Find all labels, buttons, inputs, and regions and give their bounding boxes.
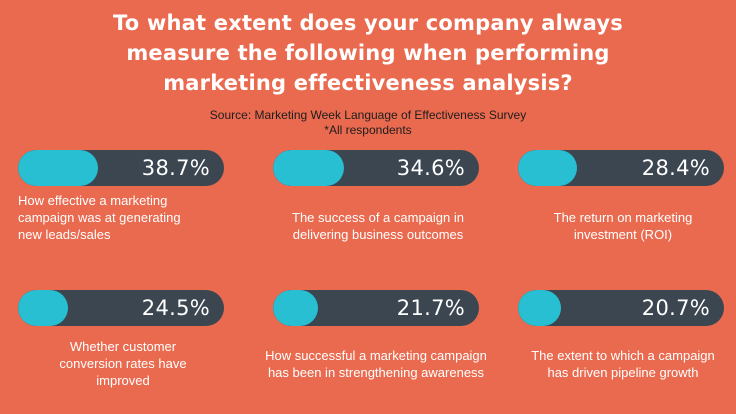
stat-bar-fill xyxy=(518,290,561,326)
stat-description: How successful a marketing campaign has … xyxy=(258,347,494,381)
stat-description: How effective a marketing campaign was a… xyxy=(18,192,228,243)
stat-bar-track: 34.6% xyxy=(273,150,479,186)
stat-value-label: 28.4% xyxy=(641,156,710,180)
source-block: Source: Marketing Week Language of Effec… xyxy=(0,108,736,138)
stat-description-line: The return on marketing xyxy=(553,210,693,225)
stat-description-line: Whether customer xyxy=(69,339,177,354)
stat-value-label: 38.7% xyxy=(141,156,210,180)
stat-bar-fill xyxy=(273,150,345,186)
stat-bar-fill xyxy=(518,150,577,186)
stat-description: The extent to which a campaign has drive… xyxy=(518,347,728,381)
stat-card-5: 20.7% The extent to which a campaign has… xyxy=(518,290,728,381)
respondents-note: *All respondents xyxy=(324,123,412,137)
stat-description-line: How effective a marketing xyxy=(18,193,168,208)
chart-title: To what extent does your company always … xyxy=(40,8,696,98)
title-line: To what extent does your company always xyxy=(113,11,623,35)
stat-description: Whether customer conversion rates have i… xyxy=(18,338,228,389)
stat-card-4: 21.7% How successful a marketing campaig… xyxy=(258,290,494,381)
source-text: Source: Marketing Week Language of Effec… xyxy=(209,108,527,122)
stat-bar-track: 28.4% xyxy=(518,150,724,186)
stat-value-label: 34.6% xyxy=(396,156,465,180)
stat-description-line: improved xyxy=(96,373,150,388)
stat-bar-track: 38.7% xyxy=(18,150,224,186)
stat-card-1: 34.6% The success of a campaign in deliv… xyxy=(273,150,483,243)
stat-description-line: How successful a marketing campaign xyxy=(265,348,487,363)
stat-description-line: The extent to which a campaign xyxy=(531,348,715,363)
stat-description-line: delivering business outcomes xyxy=(292,227,464,242)
title-line: marketing effectiveness analysis? xyxy=(163,71,573,95)
stat-value-label: 24.5% xyxy=(141,296,210,320)
stat-bar-fill xyxy=(18,290,69,326)
stat-value-label: 21.7% xyxy=(396,296,465,320)
stat-bar-fill xyxy=(273,290,318,326)
stat-bar-track: 21.7% xyxy=(273,290,479,326)
stat-value-label: 20.7% xyxy=(641,296,710,320)
stat-description-line: The success of a campaign in xyxy=(292,210,464,225)
stat-description-line: new leads/sales xyxy=(18,227,111,242)
stat-description-line: conversion rates have xyxy=(59,356,187,371)
stat-description-line: has driven pipeline growth xyxy=(547,365,699,380)
stat-description: The success of a campaign in delivering … xyxy=(273,209,483,243)
stat-bar-track: 24.5% xyxy=(18,290,224,326)
title-line: measure the following when performing xyxy=(126,41,610,65)
stat-description-line: has been in strengthening awareness xyxy=(267,365,485,380)
stat-description: The return on marketing investment (ROI) xyxy=(518,209,728,243)
stat-bar-fill xyxy=(18,150,98,186)
stat-description-line: investment (ROI) xyxy=(573,227,673,242)
stat-card-3: 24.5% Whether customer conversion rates … xyxy=(18,290,228,389)
stat-bar-track: 20.7% xyxy=(518,290,724,326)
stat-card-2: 28.4% The return on marketing investment… xyxy=(518,150,728,243)
stat-description-line: campaign was at generating xyxy=(18,210,181,225)
stat-card-0: 38.7% How effective a marketing campaign… xyxy=(18,150,228,243)
